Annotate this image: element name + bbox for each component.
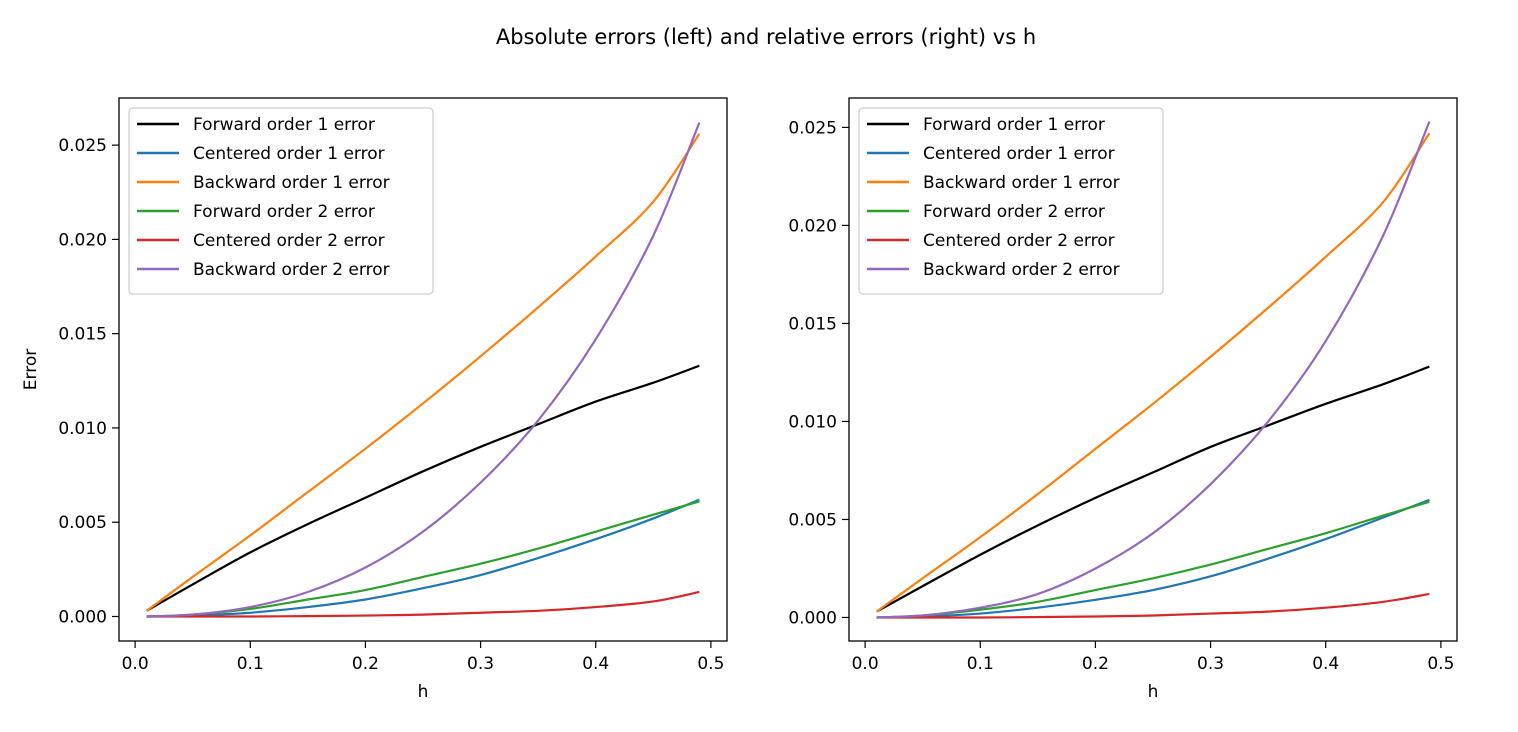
x-axis-label: h bbox=[1148, 682, 1159, 702]
series-line-1 bbox=[876, 365, 1430, 613]
plot-frame bbox=[848, 97, 1458, 642]
series-line-5 bbox=[146, 590, 700, 618]
series-line-3 bbox=[145, 133, 701, 612]
legend-box bbox=[128, 107, 434, 295]
plot-frame bbox=[118, 97, 728, 642]
y-tick-label: 0.000 bbox=[788, 608, 837, 628]
x-tick-label: 0.1 bbox=[967, 654, 994, 674]
legend-entry: Backward order 1 error bbox=[193, 173, 390, 193]
legend-entry: Forward order 1 error bbox=[923, 115, 1105, 135]
series-line-2 bbox=[876, 498, 1430, 619]
x-tick-label: 0.3 bbox=[467, 654, 494, 674]
legend-entry: Centered order 2 error bbox=[193, 231, 385, 251]
y-tick-label: 0.015 bbox=[58, 325, 107, 345]
x-tick-label: 0.4 bbox=[582, 654, 609, 674]
y-tick-label: 0.005 bbox=[58, 513, 107, 533]
legend-entry: Centered order 2 error bbox=[923, 231, 1115, 251]
series-line-6 bbox=[876, 121, 1431, 619]
x-tick-label: 0.2 bbox=[1082, 654, 1109, 674]
y-tick-label: 0.015 bbox=[788, 314, 837, 334]
y-tick-label: 0.025 bbox=[788, 118, 837, 138]
x-tick-label: 0.0 bbox=[122, 654, 149, 674]
series-line-2 bbox=[146, 498, 700, 618]
y-tick-label: 0.005 bbox=[788, 510, 837, 530]
legend-box bbox=[858, 107, 1164, 295]
y-tick-label: 0.020 bbox=[788, 216, 837, 236]
x-tick-label: 0.2 bbox=[352, 654, 379, 674]
left-plot: 0.0 0.1 0.2 0.3 0.4 0.5 0.000 0.005 0.010 0.015 0.… bbox=[21, 97, 728, 702]
legend-entry: Forward order 2 error bbox=[193, 202, 375, 222]
x-tick-label: 0.5 bbox=[1427, 654, 1454, 674]
series-line-6 bbox=[146, 122, 701, 618]
x-tick-label: 0.1 bbox=[237, 654, 264, 674]
legend-entry: Forward order 1 error bbox=[193, 115, 375, 135]
series-line-3 bbox=[875, 132, 1431, 613]
legend-entry: Backward order 2 error bbox=[923, 260, 1120, 280]
legend-entry: Backward order 1 error bbox=[923, 173, 1120, 193]
y-axis-label: Error bbox=[21, 349, 41, 390]
series-line-4 bbox=[876, 500, 1430, 619]
x-tick-label: 0.0 bbox=[852, 654, 879, 674]
legend-entry: Backward order 2 error bbox=[193, 260, 390, 280]
x-tick-label: 0.4 bbox=[1312, 654, 1339, 674]
y-tick-label: 0.025 bbox=[58, 136, 107, 156]
series-line-1 bbox=[146, 364, 700, 612]
y-tick-label: 0.010 bbox=[788, 412, 837, 432]
y-tick-label: 0.000 bbox=[58, 607, 107, 627]
legend-entry: Centered order 1 error bbox=[193, 144, 385, 164]
figure-title: Absolute errors (left) and relative erro… bbox=[496, 25, 1036, 49]
y-tick-label: 0.020 bbox=[58, 230, 107, 250]
legend-entry: Centered order 1 error bbox=[923, 144, 1115, 164]
legend-entry: Forward order 2 error bbox=[923, 202, 1105, 222]
x-tick-label: 0.3 bbox=[1197, 654, 1224, 674]
y-tick-label: 0.010 bbox=[58, 419, 107, 439]
series-line-4 bbox=[146, 500, 700, 618]
x-axis-label: h bbox=[418, 682, 429, 702]
series-line-5 bbox=[876, 592, 1430, 619]
right-plot: 0.0 0.1 0.2 0.3 0.4 0.5 0.000 0.005 0.010 0.015 0.… bbox=[788, 97, 1458, 702]
x-tick-label: 0.5 bbox=[697, 654, 724, 674]
